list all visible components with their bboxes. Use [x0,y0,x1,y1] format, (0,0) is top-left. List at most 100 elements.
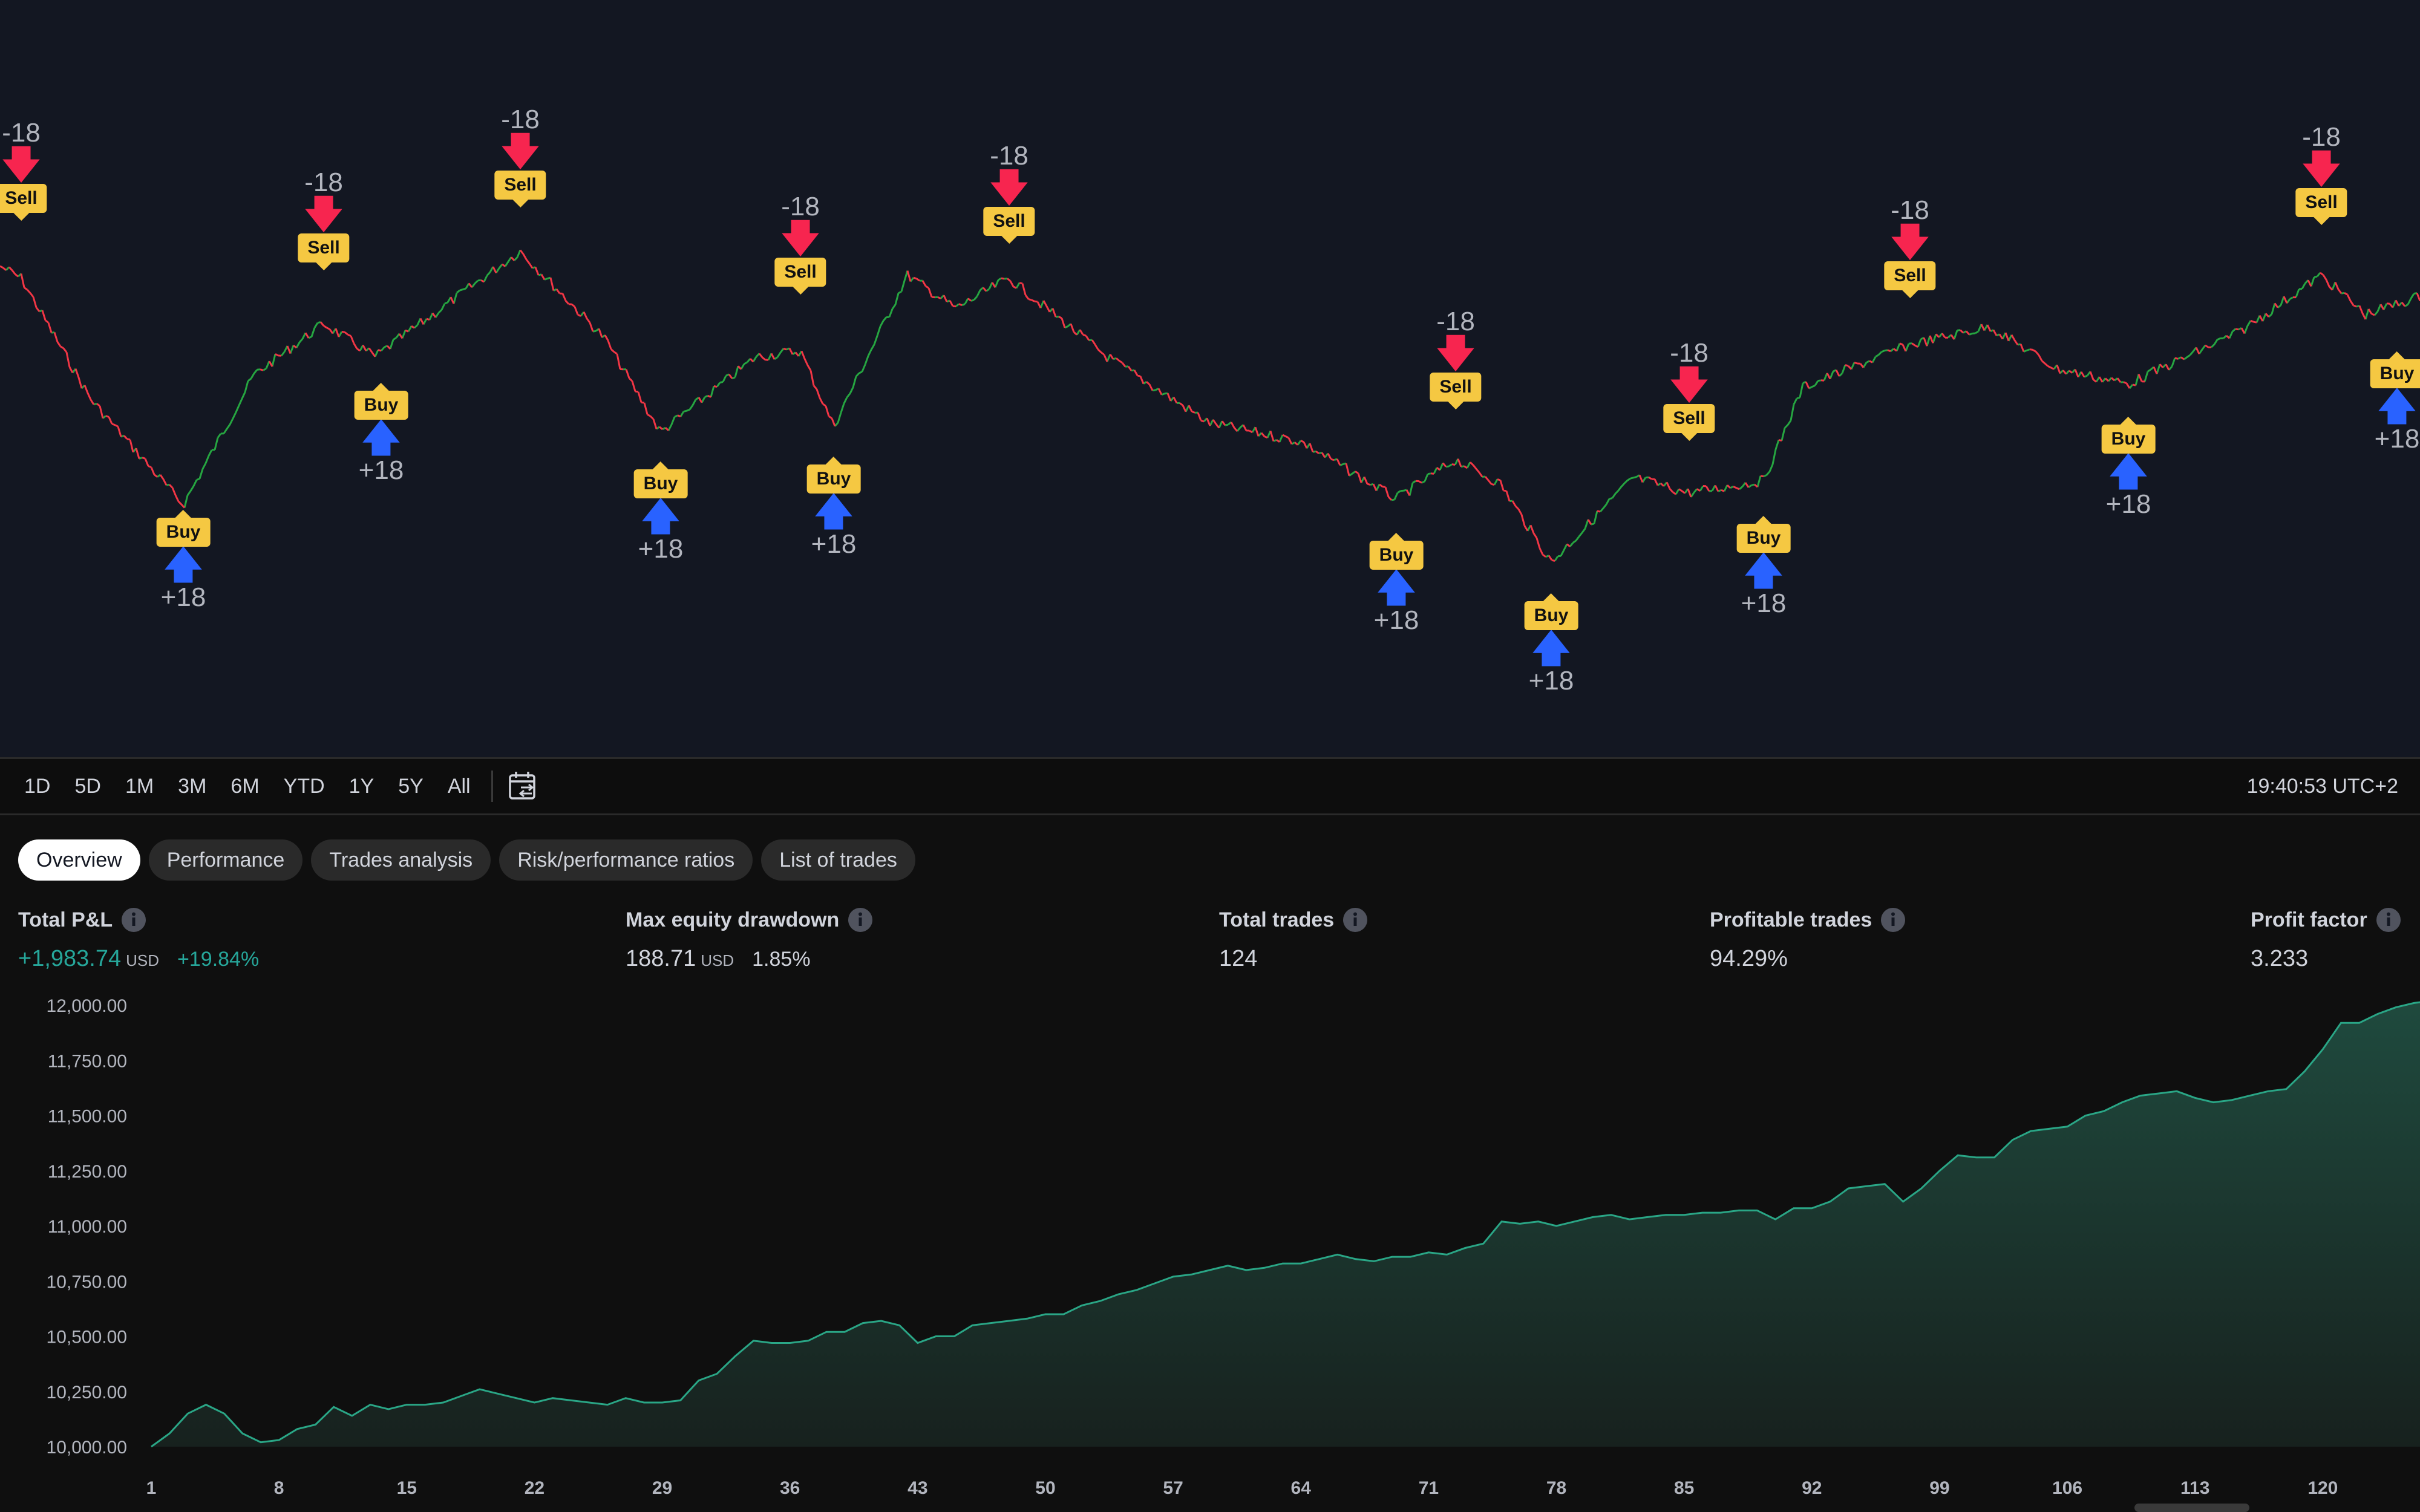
range-button-1m[interactable]: 1M [125,774,154,798]
arrow-up-icon: 🡅 [2109,451,2148,493]
sell-tag: Sell [494,171,546,207]
range-button-5y[interactable]: 5Y [398,774,424,798]
equity-area [151,1002,2420,1447]
tab-trades-analysis[interactable]: Trades analysis [311,839,491,881]
tab-performance[interactable]: Performance [148,839,303,881]
buy-marker[interactable]: Buy 🡅 +18 [1736,516,1791,617]
buy-marker[interactable]: Buy 🡅 +18 [2101,417,2156,518]
info-icon[interactable] [1880,907,1906,933]
sell-tag: Sell [774,258,826,294]
x-tick-label: 92 [1802,1478,1822,1498]
arrow-down-icon: 🡇 [781,218,820,259]
arrow-up-icon: 🡅 [2378,385,2416,428]
trade-quantity: -18 [1670,338,1709,368]
clock: 19:40:53 UTC+2 [2246,775,2398,798]
trade-quantity: -18 [304,168,343,197]
buy-marker[interactable]: Buy 🡅 +18 [1524,593,1578,694]
range-button-1d[interactable]: 1D [24,774,51,798]
range-button-6m[interactable]: 6M [231,774,260,798]
range-button-ytd[interactable]: YTD [283,774,325,798]
sell-marker[interactable]: -18 🡇 Sell [0,120,47,220]
info-icon[interactable] [2376,907,2401,933]
trade-quantity: +18 [358,455,404,485]
trade-quantity: -18 [2302,122,2341,152]
stat-label: Total trades [1219,908,1335,931]
stat-percent: 1.85% [752,948,811,971]
range-button-all[interactable]: All [447,774,471,798]
arrow-down-icon: 🡇 [2302,148,2341,190]
price-line-up [5,249,2418,562]
arrow-up-icon: 🡅 [814,490,853,533]
stat-value: 188.71 [626,946,696,971]
price-series [0,249,2420,562]
arrow-up-icon: 🡅 [1744,550,1783,592]
tab-risk-performance-ratios[interactable]: Risk/performance ratios [499,839,753,881]
trade-quantity: +18 [638,533,684,564]
x-tick-label: 78 [1546,1478,1566,1498]
trade-quantity: +18 [1373,605,1419,635]
trade-quantity: +18 [811,529,857,559]
buy-marker[interactable]: Buy 🡅 +18 [806,457,861,559]
stat-label: Profit factor [2251,908,2367,931]
range-button-5d[interactable]: 5D [74,774,101,798]
buy-marker[interactable]: Buy 🡅 +18 [354,383,408,485]
stat-profitable-trades: Profitable trades 94.29% [1710,907,1906,972]
x-tick-label: 22 [525,1478,544,1498]
stat-currency: USD [126,951,160,969]
info-icon[interactable] [121,907,146,933]
y-tick-label: 10,000.00 [47,1438,127,1458]
y-tick-label: 11,000.00 [48,1217,127,1237]
trade-quantity: -18 [781,192,820,221]
stat-value: 3.233 [2251,946,2309,971]
buy-marker[interactable]: Buy 🡅 +18 [1369,533,1424,635]
x-tick-label: 113 [2180,1478,2209,1498]
y-tick-label: 11,750.00 [48,1051,127,1071]
buy-tag: Buy [1524,593,1578,630]
range-button-1y[interactable]: 1Y [348,774,374,798]
stat-currency: USD [701,951,734,969]
sell-marker[interactable]: -18 🡇 Sell [1663,338,1715,440]
arrow-down-icon: 🡇 [1436,333,1475,374]
x-tick-label: 64 [1291,1478,1312,1498]
buy-tag: Buy [1369,533,1424,570]
calendar-range-icon[interactable] [506,769,540,803]
y-tick-label: 11,500.00 [48,1107,127,1127]
stat-profit-factor: Profit factor 3.233 [2251,907,2401,972]
x-tick-label: 15 [397,1478,417,1498]
trade-quantity: -18 [1436,307,1475,336]
x-tick-label: 99 [1929,1478,1949,1498]
x-tick-label: 1 [146,1478,157,1498]
trade-quantity: -18 [501,105,540,134]
arrow-up-icon: 🡅 [164,544,203,586]
buy-tag: Buy [156,510,211,547]
info-icon[interactable] [1342,907,1368,933]
buy-marker[interactable]: Buy 🡅 +18 [156,510,211,612]
arrow-down-icon: 🡇 [304,194,343,235]
sell-marker[interactable]: -18 🡇 Sell [2295,122,2347,224]
tab-overview[interactable]: Overview [18,839,140,881]
sell-tag: Sell [2295,188,2347,224]
trade-quantity: +18 [160,582,206,612]
sell-marker[interactable]: -18 🡇 Sell [298,168,350,270]
buy-marker[interactable]: Buy 🡅 +18 [2370,351,2420,452]
x-tick-label: 120 [2307,1478,2338,1498]
price-chart[interactable]: -18 🡇 Sell Buy 🡅 +18 Buy 🡅 +18 -18 🡇 Sell -18 🡇 Sell Bu… [0,0,2420,757]
sell-marker[interactable]: -18 🡇 Sell [774,192,826,294]
equity-line [151,1001,2420,1448]
scrollbar-thumb[interactable] [2134,1504,2249,1512]
y-tick-label: 11,250.00 [48,1162,127,1182]
tab-list-of-trades[interactable]: List of trades [761,839,915,881]
x-tick-label: 106 [2052,1478,2082,1498]
arrow-up-icon: 🡅 [362,417,401,459]
y-tick-label: 10,500.00 [47,1328,127,1347]
info-icon[interactable] [848,907,873,933]
sell-marker[interactable]: -18 🡇 Sell [1884,197,1936,298]
x-tick-label: 57 [1163,1478,1183,1498]
sell-marker[interactable]: -18 🡇 Sell [494,105,546,207]
report-tabs: Overview Performance Trades analysis Risk/p… [18,839,924,881]
buy-marker[interactable]: Buy 🡅 +18 [633,461,688,564]
sell-marker[interactable]: -18 🡇 Sell [983,143,1035,243]
range-button-3m[interactable]: 3M [178,774,207,798]
x-tick-label: 43 [908,1478,927,1498]
sell-marker[interactable]: -18 🡇 Sell [1430,307,1482,409]
